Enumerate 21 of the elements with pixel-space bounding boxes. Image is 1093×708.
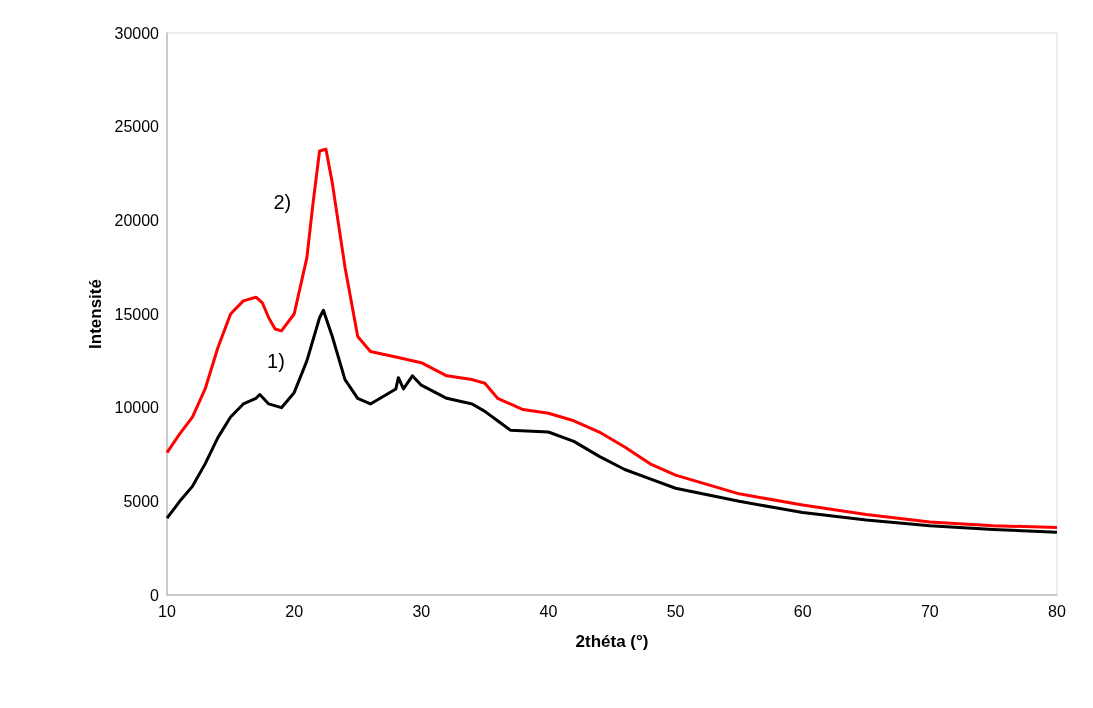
line-series <box>165 147 1059 530</box>
y-tick-label: 20000 <box>114 211 160 229</box>
x-tick-label: 10 <box>158 602 176 620</box>
x-tick-label: 80 <box>1048 602 1066 620</box>
y-tick-label: 25000 <box>114 118 160 136</box>
y-tick-label: 15000 <box>114 305 160 323</box>
x-tick-label: 60 <box>793 602 812 620</box>
x-axis-title: 2théta (°) <box>575 632 649 651</box>
x-tick-label: 50 <box>666 602 685 620</box>
y-axis-title: Intensité <box>85 279 105 349</box>
series-label: 2) <box>273 190 292 213</box>
line-series <box>165 308 1059 534</box>
y-tick-label: 10000 <box>114 399 160 417</box>
y-tick-label: 5000 <box>123 492 160 510</box>
x-tick-label: 30 <box>412 602 431 620</box>
x-tick-label: 40 <box>539 602 558 620</box>
x-tick-label: 70 <box>920 602 939 620</box>
x-tick-label: 20 <box>285 602 304 620</box>
y-tick-label: 30000 <box>114 24 160 42</box>
series-label: 1) <box>267 349 285 372</box>
y-tick-label: 0 <box>150 586 160 604</box>
